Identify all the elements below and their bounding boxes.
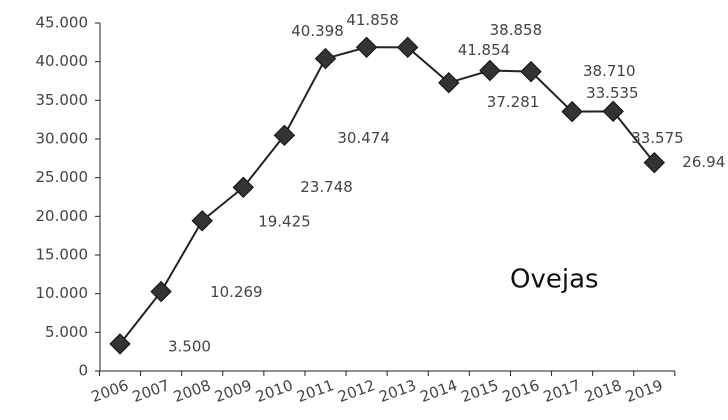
x-tick-label: 2009 — [212, 376, 254, 406]
data-label: 3.500 — [168, 337, 211, 355]
y-tick-label: 10.000 — [36, 284, 89, 302]
x-tick-label: 2010 — [253, 376, 295, 406]
y-tick-label: 40.000 — [36, 52, 89, 70]
marker — [602, 100, 624, 123]
data-label: 38.858 — [490, 21, 543, 39]
marker — [520, 60, 542, 83]
y-tick-label: 0 — [78, 362, 88, 380]
x-tick-label: 2016 — [500, 376, 542, 406]
y-tick-label: 20.000 — [36, 207, 89, 225]
y-tick-label: 15.000 — [36, 246, 89, 264]
data-label: 40.398 — [291, 22, 344, 40]
data-label: 33.535 — [586, 84, 639, 102]
marker — [479, 59, 501, 82]
data-label: 38.710 — [583, 62, 636, 80]
marker — [109, 333, 131, 355]
x-tick-label: 2006 — [89, 376, 131, 406]
x-tick-label: 2015 — [459, 376, 501, 406]
data-label: 26.94 — [682, 153, 725, 171]
data-label: 41.858 — [346, 11, 399, 29]
data-label: 23.748 — [300, 178, 353, 196]
y-tick-label: 35.000 — [36, 91, 89, 109]
data-label: 33.575 — [631, 129, 684, 147]
x-tick-label: 2019 — [623, 376, 665, 406]
marker — [355, 36, 378, 59]
x-tick-label: 2018 — [582, 376, 624, 406]
y-tick-label: 30.000 — [36, 130, 89, 148]
marker — [561, 100, 583, 123]
marker — [273, 124, 296, 147]
marker — [191, 210, 213, 232]
data-label: 10.269 — [210, 283, 263, 301]
y-tick-label: 25.000 — [36, 168, 89, 186]
marker — [438, 71, 460, 94]
x-tick-label: 2013 — [377, 376, 419, 406]
x-tick-label: 2008 — [171, 376, 213, 406]
y-tick-label: 45.000 — [36, 14, 89, 32]
data-label: 41.854 — [458, 41, 511, 59]
marker — [643, 151, 666, 174]
x-tick-label: 2011 — [294, 376, 336, 406]
x-tick-label: 2014 — [418, 376, 460, 406]
x-tick-label: 2007 — [130, 376, 172, 406]
marker — [396, 36, 419, 59]
marker — [150, 280, 172, 303]
y-tick-label: 5.000 — [45, 323, 88, 341]
annotation: Ovejas — [510, 265, 599, 295]
data-label: 19.425 — [258, 212, 311, 230]
x-tick-label: 2017 — [541, 376, 583, 406]
marker — [314, 47, 337, 70]
x-tick-label: 2012 — [335, 376, 377, 406]
marker — [232, 176, 255, 199]
data-line — [119, 46, 656, 345]
data-label: 37.281 — [487, 93, 540, 111]
data-label: 30.474 — [337, 129, 390, 147]
